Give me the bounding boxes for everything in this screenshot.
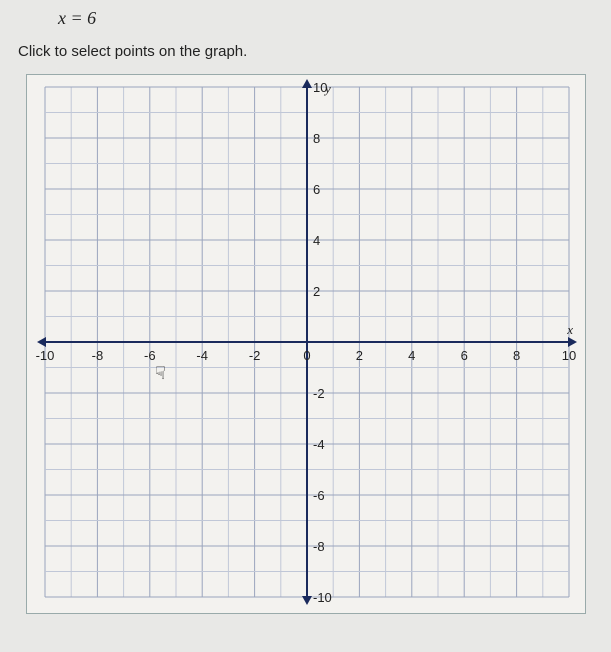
y-tick-label: -6 (313, 488, 325, 503)
x-axis-label: x (566, 322, 573, 337)
x-tick-label: -8 (92, 348, 104, 363)
x-tick-label: 0 (303, 348, 310, 363)
equation-text: x = 6 (58, 8, 593, 29)
y-tick-label: -8 (313, 539, 325, 554)
y-tick-label: -4 (313, 437, 325, 452)
y-tick-label: 8 (313, 131, 320, 146)
y-tick-label: 4 (313, 233, 320, 248)
x-tick-label: -10 (36, 348, 55, 363)
y-tick-label: 6 (313, 182, 320, 197)
graph-plot-area[interactable]: -10-8-6-4-20246810108642-2-4-6-8-10 yx (27, 75, 587, 615)
x-tick-label: 6 (461, 348, 468, 363)
y-tick-label: 2 (313, 284, 320, 299)
x-tick-label: -2 (249, 348, 261, 363)
y-tick-label: -10 (313, 590, 332, 605)
x-tick-label: -6 (144, 348, 156, 363)
instruction-text: Click to select points on the graph. (18, 43, 593, 60)
x-tick-label: 10 (562, 348, 576, 363)
x-tick-label: 8 (513, 348, 520, 363)
x-tick-label: -4 (196, 348, 208, 363)
x-tick-label: 4 (408, 348, 415, 363)
y-tick-label: -2 (313, 386, 325, 401)
x-tick-label: 2 (356, 348, 363, 363)
y-axis-label: y (323, 81, 331, 96)
coordinate-graph[interactable]: -10-8-6-4-20246810108642-2-4-6-8-10 yx ☟ (26, 74, 586, 614)
